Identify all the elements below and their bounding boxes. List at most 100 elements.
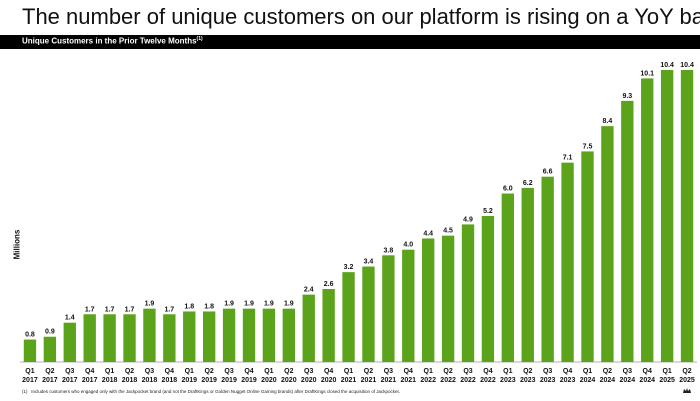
data-label: 1.7 — [164, 306, 174, 313]
x-tick-label-year: 2025 — [659, 377, 675, 384]
data-label: 3.4 — [364, 259, 374, 266]
data-label: 1.9 — [264, 301, 274, 308]
x-tick-label-quarter: Q2 — [682, 368, 691, 375]
data-label: 6.2 — [523, 180, 533, 187]
x-tick-label-year: 2024 — [600, 377, 616, 384]
bar — [23, 339, 37, 362]
bar — [660, 70, 674, 362]
data-label: 4.0 — [403, 242, 413, 249]
x-tick-label-quarter: Q1 — [583, 368, 592, 375]
bar — [83, 314, 96, 362]
x-tick-label-quarter: Q2 — [364, 368, 373, 375]
data-label: 1.7 — [125, 306, 135, 313]
data-label: 6.6 — [543, 169, 553, 176]
x-tick-label-quarter: Q3 — [463, 368, 472, 375]
x-tick-label-year: 2020 — [281, 377, 297, 384]
x-tick-label-year: 2022 — [460, 377, 476, 384]
x-tick-label-quarter: Q3 — [543, 368, 552, 375]
x-tick-label-year: 2017 — [22, 377, 38, 384]
x-tick-label-quarter: Q3 — [224, 368, 233, 375]
bar — [322, 289, 335, 362]
data-label: 10.1 — [640, 70, 654, 77]
x-tick-label-year: 2023 — [520, 377, 536, 384]
x-tick-label-quarter: Q2 — [603, 368, 612, 375]
x-tick-label-year: 2020 — [261, 377, 277, 384]
x-tick-label-year: 2018 — [122, 377, 138, 384]
x-tick-label-year: 2022 — [420, 377, 436, 384]
footnote-marker: (1) — [22, 389, 28, 394]
x-tick-label-quarter: Q2 — [125, 368, 134, 375]
x-tick-label-year: 2022 — [480, 377, 496, 384]
bar — [202, 311, 216, 362]
x-tick-label-quarter: Q1 — [662, 368, 671, 375]
x-tick-label-quarter: Q2 — [45, 368, 54, 375]
data-label: 1.9 — [244, 301, 254, 308]
bar — [641, 78, 654, 363]
x-tick-label-year: 2021 — [361, 377, 377, 384]
data-label: 6.0 — [503, 186, 513, 193]
data-label: 8.4 — [603, 118, 613, 125]
x-tick-label-year: 2020 — [321, 377, 337, 384]
bar — [461, 224, 475, 362]
page-title: The number of unique customers on our pl… — [22, 4, 700, 29]
x-tick-label-quarter: Q4 — [85, 368, 94, 375]
bar — [521, 187, 534, 362]
x-tick-label-year: 2019 — [221, 377, 237, 384]
x-tick-label-year: 2018 — [162, 377, 178, 384]
x-tick-label-year: 2020 — [301, 377, 317, 384]
data-label: 1.9 — [284, 301, 294, 308]
data-label: 3.8 — [384, 247, 394, 254]
x-tick-label-quarter: Q2 — [204, 368, 213, 375]
x-tick-label-year: 2017 — [82, 377, 98, 384]
x-tick-label-quarter: Q4 — [404, 368, 413, 375]
data-label: 10.4 — [660, 62, 674, 69]
bar — [63, 322, 76, 362]
x-tick-label-quarter: Q2 — [443, 368, 452, 375]
x-tick-label-quarter: Q1 — [344, 368, 353, 375]
bar — [402, 249, 415, 362]
x-tick-label-year: 2017 — [42, 377, 58, 384]
data-label: 5.2 — [483, 208, 493, 215]
x-tick-label-year: 2024 — [620, 377, 636, 384]
bar — [163, 314, 176, 362]
x-tick-label-quarter: Q3 — [65, 368, 74, 375]
x-tick-label-year: 2019 — [201, 377, 217, 384]
bar — [302, 294, 315, 362]
x-tick-label-quarter: Q4 — [165, 368, 174, 375]
x-tick-label-year: 2021 — [381, 377, 397, 384]
x-tick-label-quarter: Q1 — [503, 368, 512, 375]
x-tick-label-quarter: Q3 — [145, 368, 154, 375]
data-label: 10.4 — [680, 62, 694, 69]
x-tick-label-quarter: Q1 — [185, 368, 194, 375]
x-tick-label-quarter: Q3 — [384, 368, 393, 375]
bar — [581, 151, 594, 362]
data-label: 7.1 — [563, 155, 573, 162]
x-tick-label-quarter: Q4 — [643, 368, 652, 375]
bar — [282, 308, 295, 362]
x-tick-label-quarter: Q4 — [563, 368, 572, 375]
data-label: 1.9 — [145, 301, 155, 308]
data-label: 1.8 — [204, 303, 214, 310]
bar — [143, 308, 156, 362]
bar — [382, 255, 395, 362]
x-tick-label-year: 2019 — [241, 377, 257, 384]
bar — [501, 193, 515, 362]
bar — [541, 176, 554, 362]
x-tick-label-quarter: Q1 — [25, 368, 34, 375]
bar — [422, 238, 435, 362]
x-tick-label-quarter: Q1 — [264, 368, 273, 375]
x-tick-label-year: 2024 — [639, 377, 655, 384]
x-tick-label-quarter: Q3 — [623, 368, 632, 375]
data-label: 1.7 — [105, 306, 115, 313]
x-tick-label-year: 2023 — [540, 377, 556, 384]
data-label: 2.6 — [324, 281, 334, 288]
bar — [621, 100, 634, 362]
bar — [183, 311, 196, 362]
x-tick-label-year: 2021 — [400, 377, 416, 384]
bar — [103, 314, 116, 362]
x-tick-label-year: 2017 — [62, 377, 78, 384]
footnote-text: Includes customers who engaged only with… — [31, 389, 400, 394]
data-label: 1.7 — [85, 306, 95, 313]
footnote: (1) Includes customers who engaged only … — [22, 389, 400, 394]
